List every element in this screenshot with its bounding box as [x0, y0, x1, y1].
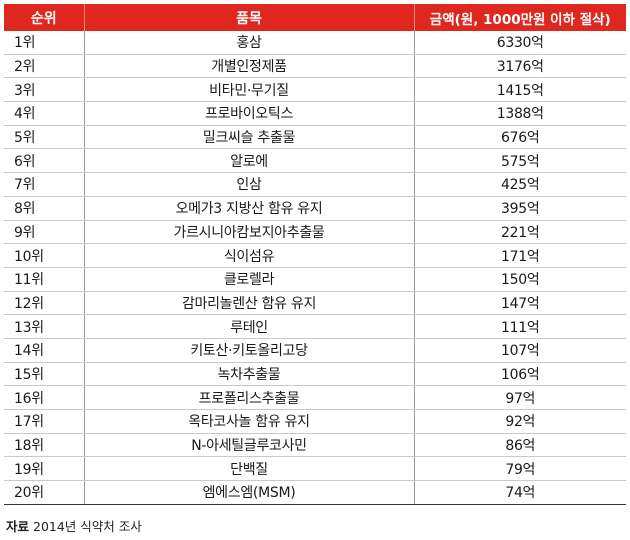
item-cell: 오메가3 지방산 함유 유지 — [84, 196, 415, 221]
item-cell: 비타민·무기질 — [84, 77, 415, 103]
table-row: 16위 프로폴리스추출물 97억 — [4, 385, 626, 410]
rank-cell: 10위 — [4, 243, 85, 268]
rank-cell: 6위 — [4, 148, 85, 174]
table-body: 1위 홍삼 6330억 2위 개별인정제품 3176억 3위 비타민·무기질 1415억 4위 프로… — [4, 31, 626, 505]
header-row: 순위 품목 금액(원, 1000만원 이하 절삭) — [4, 4, 626, 31]
header-amount: 금액(원, 1000만원 이하 절삭) — [414, 4, 626, 31]
table-row: 4위 프로바이오틱스 1388억 — [4, 101, 626, 126]
rank-cell: 2위 — [4, 54, 85, 79]
table-header: 순위 품목 금액(원, 1000만원 이하 절삭) — [4, 4, 626, 31]
rank-cell: 14위 — [4, 338, 85, 363]
item-cell: 녹차추출물 — [84, 362, 415, 387]
table-row: 1위 홍삼 6330억 — [4, 31, 626, 55]
item-cell: 옥타코사놀 함유 유지 — [84, 409, 415, 434]
rank-cell: 17위 — [4, 409, 85, 434]
item-cell: 홍삼 — [84, 31, 415, 55]
rank-cell: 11위 — [4, 267, 85, 292]
amount-cell: 107억 — [414, 338, 626, 363]
rank-cell: 18위 — [4, 433, 85, 458]
rank-cell: 13위 — [4, 314, 85, 339]
item-cell: 키토산·키토올리고당 — [84, 338, 415, 363]
table-row: 13위 루테인 111억 — [4, 314, 626, 339]
rank-cell: 20위 — [4, 480, 85, 505]
amount-cell: 171억 — [414, 243, 626, 268]
rank-cell: 5위 — [4, 125, 85, 150]
table-row: 2위 개별인정제품 3176억 — [4, 54, 626, 79]
item-cell: 인삼 — [84, 172, 415, 197]
item-cell: 알로에 — [84, 148, 415, 174]
table-row: 20위 엠에스엠(MSM) 74억 — [4, 480, 626, 505]
item-cell: 프로폴리스추출물 — [84, 385, 415, 410]
source-text: 2014년 식약처 조사 — [33, 519, 142, 534]
ranking-table: 순위 품목 금액(원, 1000만원 이하 절삭) 1위 홍삼 6330억 2위 개별인… — [4, 4, 626, 505]
table-row: 15위 녹차추출물 106억 — [4, 362, 626, 387]
item-cell: 클로렐라 — [84, 267, 415, 292]
amount-cell: 150억 — [414, 267, 626, 292]
table-row: 8위 오메가3 지방산 함유 유지 395억 — [4, 196, 626, 221]
table-row: 3위 비타민·무기질 1415억 — [4, 77, 626, 103]
rank-cell: 8위 — [4, 196, 85, 221]
table-row: 7위 인삼 425억 — [4, 172, 626, 197]
amount-cell: 221억 — [414, 220, 626, 245]
amount-cell: 395억 — [414, 196, 626, 221]
item-cell: 단백질 — [84, 456, 415, 482]
ranking-table-container: 순위 품목 금액(원, 1000만원 이하 절삭) 1위 홍삼 6330억 2위 개별인… — [4, 4, 626, 505]
amount-cell: 92억 — [414, 409, 626, 434]
table-row: 14위 키토산·키토올리고당 107억 — [4, 338, 626, 363]
amount-cell: 111억 — [414, 314, 626, 339]
amount-cell: 575억 — [414, 148, 626, 174]
item-cell: 프로바이오틱스 — [84, 101, 415, 126]
item-cell: 가르시니아캄보지아추출물 — [84, 220, 415, 245]
table-row: 12위 감마리놀렌산 함유 유지 147억 — [4, 291, 626, 316]
rank-cell: 1위 — [4, 31, 85, 55]
rank-cell: 4위 — [4, 101, 85, 126]
amount-cell: 86억 — [414, 433, 626, 458]
table-row: 6위 알로에 575억 — [4, 148, 626, 174]
table-row: 9위 가르시니아캄보지아추출물 221억 — [4, 220, 626, 245]
table-row: 19위 단백질 79억 — [4, 456, 626, 482]
table-row: 11위 클로렐라 150억 — [4, 267, 626, 292]
amount-cell: 676억 — [414, 125, 626, 150]
item-cell: 루테인 — [84, 314, 415, 339]
item-cell: N-아세틸글루코사민 — [84, 433, 415, 458]
amount-cell: 3176억 — [414, 54, 626, 79]
item-cell: 개별인정제품 — [84, 54, 415, 79]
amount-cell: 74억 — [414, 480, 626, 505]
amount-cell: 1415억 — [414, 77, 626, 103]
rank-cell: 16위 — [4, 385, 85, 410]
table-row: 5위 밀크씨슬 추출물 676억 — [4, 125, 626, 150]
source-note: 자료 2014년 식약처 조사 — [6, 516, 142, 535]
header-rank: 순위 — [4, 4, 85, 31]
amount-cell: 97억 — [414, 385, 626, 410]
table-row: 18위 N-아세틸글루코사민 86억 — [4, 433, 626, 458]
rank-cell: 3위 — [4, 77, 85, 103]
item-cell: 식이섬유 — [84, 243, 415, 268]
amount-cell: 6330억 — [414, 31, 626, 55]
item-cell: 밀크씨슬 추출물 — [84, 125, 415, 150]
amount-cell: 106억 — [414, 362, 626, 387]
item-cell: 감마리놀렌산 함유 유지 — [84, 291, 415, 316]
amount-cell: 425억 — [414, 172, 626, 197]
amount-cell: 147억 — [414, 291, 626, 316]
rank-cell: 15위 — [4, 362, 85, 387]
rank-cell: 12위 — [4, 291, 85, 316]
table-row: 17위 옥타코사놀 함유 유지 92억 — [4, 409, 626, 434]
item-cell: 엠에스엠(MSM) — [84, 480, 415, 505]
table-row: 10위 식이섬유 171억 — [4, 243, 626, 268]
rank-cell: 7위 — [4, 172, 85, 197]
rank-cell: 19위 — [4, 456, 85, 482]
rank-cell: 9위 — [4, 220, 85, 245]
source-label: 자료 — [6, 519, 30, 534]
header-item: 품목 — [84, 4, 415, 31]
amount-cell: 1388억 — [414, 101, 626, 126]
amount-cell: 79억 — [414, 456, 626, 482]
